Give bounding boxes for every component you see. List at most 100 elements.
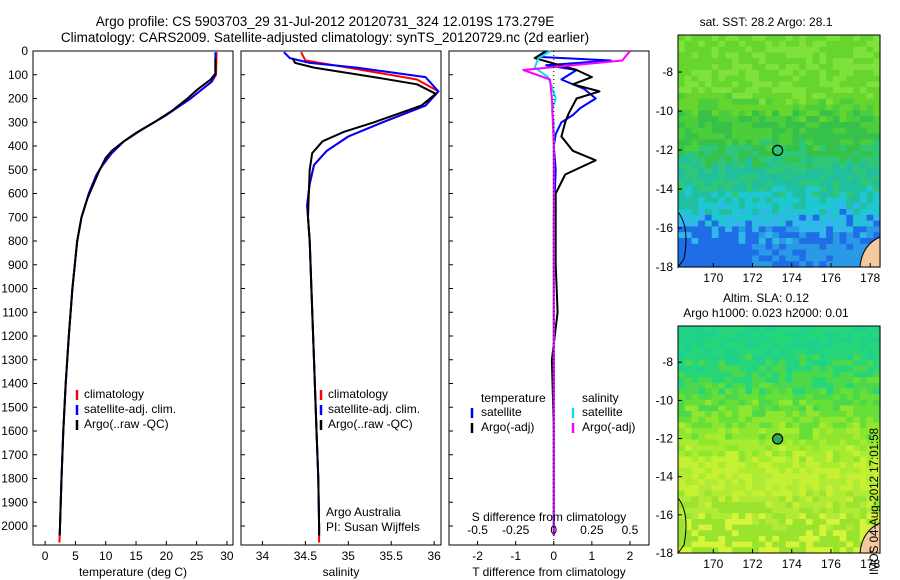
map-cell xyxy=(772,445,780,452)
map-cell xyxy=(859,185,868,193)
map-cell xyxy=(704,337,713,344)
map-cell xyxy=(738,365,746,372)
map-cell xyxy=(731,139,740,146)
map-cell xyxy=(853,348,861,355)
map-cell xyxy=(684,64,692,71)
map-cell xyxy=(846,139,854,146)
map-cell xyxy=(785,541,793,548)
map-cell xyxy=(678,382,686,390)
map-cell xyxy=(745,243,753,251)
map-cell xyxy=(765,156,773,164)
map-cell xyxy=(718,214,726,222)
map-cell xyxy=(745,180,753,187)
map-cell xyxy=(684,180,692,187)
map-cell xyxy=(792,360,800,367)
map-cell xyxy=(725,467,733,475)
map-cell xyxy=(711,127,719,135)
map-cell xyxy=(832,87,841,94)
map-cell xyxy=(738,261,746,268)
map-cell xyxy=(684,226,692,233)
map-cell xyxy=(839,524,847,531)
map-cell xyxy=(832,326,841,333)
map-cell xyxy=(873,326,881,333)
map-cell xyxy=(765,255,773,262)
map-cell xyxy=(819,185,827,193)
map-cell xyxy=(725,255,733,262)
y-tick-label: 1200 xyxy=(1,329,28,343)
map-cell xyxy=(853,52,861,59)
map-cell xyxy=(691,377,699,384)
map-cell xyxy=(812,145,820,152)
map-cell xyxy=(738,81,746,88)
map-cell xyxy=(718,479,726,486)
map-cell xyxy=(765,220,773,227)
map-cell xyxy=(866,151,874,158)
map-cell xyxy=(745,467,753,475)
map-cell xyxy=(772,122,780,129)
map-cell xyxy=(718,348,726,355)
map-cell xyxy=(839,354,847,361)
map-cell xyxy=(731,168,740,175)
map-cell xyxy=(718,496,726,503)
map-cell xyxy=(846,428,854,435)
map-cell xyxy=(785,547,793,554)
map-cell xyxy=(711,348,719,355)
map-cell xyxy=(711,122,719,129)
map-cell xyxy=(752,456,760,463)
map-cell xyxy=(866,93,874,100)
map-cell xyxy=(765,382,773,390)
map-cell xyxy=(772,507,780,514)
map-cell xyxy=(812,394,820,401)
map-cell xyxy=(805,536,814,543)
map-cell xyxy=(785,422,793,429)
map-cell xyxy=(704,255,713,262)
map-cell xyxy=(819,519,827,526)
map-cell xyxy=(819,52,827,59)
map-cell xyxy=(698,450,706,458)
map-y-tick-label: -16 xyxy=(656,221,674,235)
map-cell xyxy=(832,197,841,204)
map-cell xyxy=(839,507,847,514)
map-cell xyxy=(846,467,854,475)
map-cell xyxy=(772,343,780,350)
map-cell xyxy=(704,467,713,475)
map-cell xyxy=(792,226,800,233)
map-cell xyxy=(785,110,793,117)
map-cell xyxy=(772,399,780,407)
map-cell xyxy=(866,343,874,350)
map-cell xyxy=(704,35,713,42)
map-cell xyxy=(785,162,793,169)
map-cell xyxy=(725,214,733,222)
map-cell xyxy=(711,249,719,256)
map-cell xyxy=(752,428,760,435)
map-cell xyxy=(846,58,854,65)
map-cell xyxy=(725,530,733,537)
map-cell xyxy=(698,422,706,429)
map-cell xyxy=(819,110,827,117)
map-cell xyxy=(846,530,854,537)
map-cell xyxy=(873,354,881,361)
map-cell xyxy=(725,490,733,497)
map-cell xyxy=(725,331,733,338)
map-cell xyxy=(785,399,793,407)
map-cell xyxy=(846,377,854,384)
map-cell xyxy=(812,547,820,554)
map-cell xyxy=(698,110,706,117)
map-cell xyxy=(718,93,726,100)
map-x-tick-label: 174 xyxy=(782,557,802,571)
map-cell xyxy=(698,473,706,480)
map-cell xyxy=(873,232,881,239)
map-cell xyxy=(812,399,820,407)
map-cell xyxy=(832,191,841,198)
map-cell xyxy=(805,439,814,446)
map-cell xyxy=(691,490,699,497)
map-cell xyxy=(772,348,780,355)
map-cell xyxy=(691,456,699,463)
map-cell xyxy=(859,388,868,395)
map-cell xyxy=(725,145,733,152)
map-cell xyxy=(738,243,746,251)
map-cell xyxy=(805,541,814,548)
map-cell xyxy=(839,58,847,65)
map-cell xyxy=(752,139,760,146)
map-cell xyxy=(772,185,780,193)
